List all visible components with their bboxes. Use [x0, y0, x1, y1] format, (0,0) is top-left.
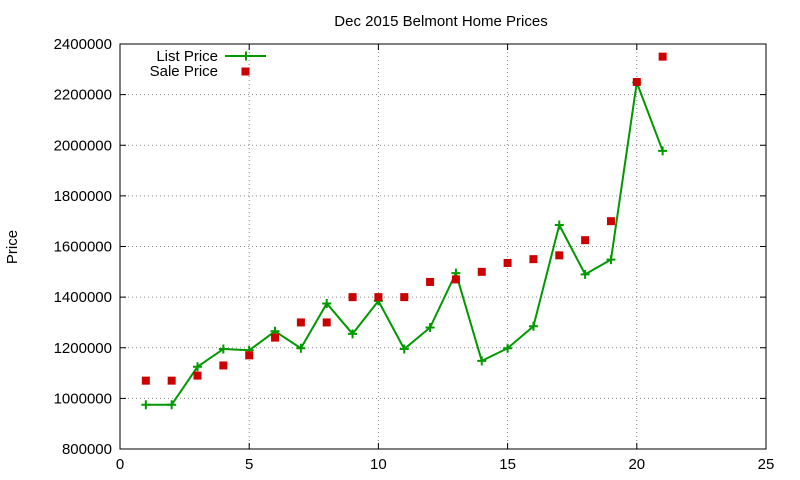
sale-price-point — [374, 293, 383, 302]
plot-frame — [119, 43, 767, 450]
sale-price-point — [400, 293, 409, 302]
x-tick-label: 10 — [370, 456, 387, 473]
list-price-point — [606, 255, 616, 265]
y-axis-label: Price — [4, 230, 21, 264]
sale-price-point — [606, 217, 615, 226]
sale-price-point — [426, 277, 435, 286]
y-tick-labels: 800000 1000000 1200000 1400000 1600000 180000… — [54, 36, 112, 458]
list-price-point — [141, 400, 151, 410]
y-tick-label: 2400000 — [54, 36, 112, 53]
chart-title: Dec 2015 Belmont Home Prices — [334, 13, 547, 30]
sale-price-point — [245, 351, 254, 360]
sale-price-point — [658, 52, 667, 61]
list-price-point — [399, 344, 409, 354]
legend: List Price Sale Price — [150, 48, 266, 80]
y-tick-label: 2200000 — [54, 87, 112, 104]
sale-price-point — [296, 318, 305, 327]
legend-marker-sale-price — [241, 67, 250, 76]
sale-price-point — [529, 255, 538, 264]
list-price-point — [477, 356, 487, 366]
legend-label-list-price: List Price — [156, 48, 218, 65]
sale-price-point — [141, 376, 150, 385]
list-price-point — [580, 269, 590, 279]
y-tick-label: 1800000 — [54, 188, 112, 205]
sale-price-point — [167, 376, 176, 385]
list-price-point — [218, 344, 228, 354]
list-price-point — [193, 362, 203, 372]
list-price-point — [554, 220, 564, 230]
x-tick-label: 15 — [499, 456, 516, 473]
sale-price-point — [581, 236, 590, 245]
sale-price-point — [632, 77, 641, 86]
y-tick-label: 1200000 — [54, 340, 112, 357]
sale-price-point — [451, 275, 460, 284]
x-tick-label: 0 — [116, 456, 124, 473]
list-price-point — [503, 343, 513, 353]
sale-price-point — [219, 361, 228, 370]
x-tick-label: 20 — [628, 456, 645, 473]
sale-price-point — [322, 318, 331, 327]
grid-lines — [119, 43, 767, 450]
list-price-point — [528, 321, 538, 331]
list-price-point — [296, 343, 306, 353]
y-tick-label: 800000 — [62, 441, 112, 458]
legend-marker-list-price — [241, 51, 251, 61]
sale-price-point — [271, 333, 280, 342]
y-tick-label: 2000000 — [54, 137, 112, 154]
sale-price-point — [348, 293, 357, 302]
y-tick-label: 1400000 — [54, 289, 112, 306]
y-tick-label: 1000000 — [54, 390, 112, 407]
x-tick-label: 5 — [245, 456, 253, 473]
sale-price-point — [503, 258, 512, 267]
sale-price-point — [477, 267, 486, 276]
list-price-point — [658, 146, 668, 156]
y-tick-label: 1600000 — [54, 239, 112, 256]
x-tick-labels: 0 5 10 15 20 25 — [116, 456, 775, 473]
sale-price-series — [141, 52, 667, 385]
list-price-point — [322, 298, 332, 308]
list-price-point — [348, 329, 358, 339]
legend-label-sale-price: Sale Price — [150, 63, 218, 80]
list-price-point — [167, 400, 177, 410]
sale-price-point — [193, 371, 202, 380]
sale-price-point — [555, 251, 564, 260]
x-tick-label: 25 — [758, 456, 775, 473]
list-price-point — [425, 323, 435, 332]
